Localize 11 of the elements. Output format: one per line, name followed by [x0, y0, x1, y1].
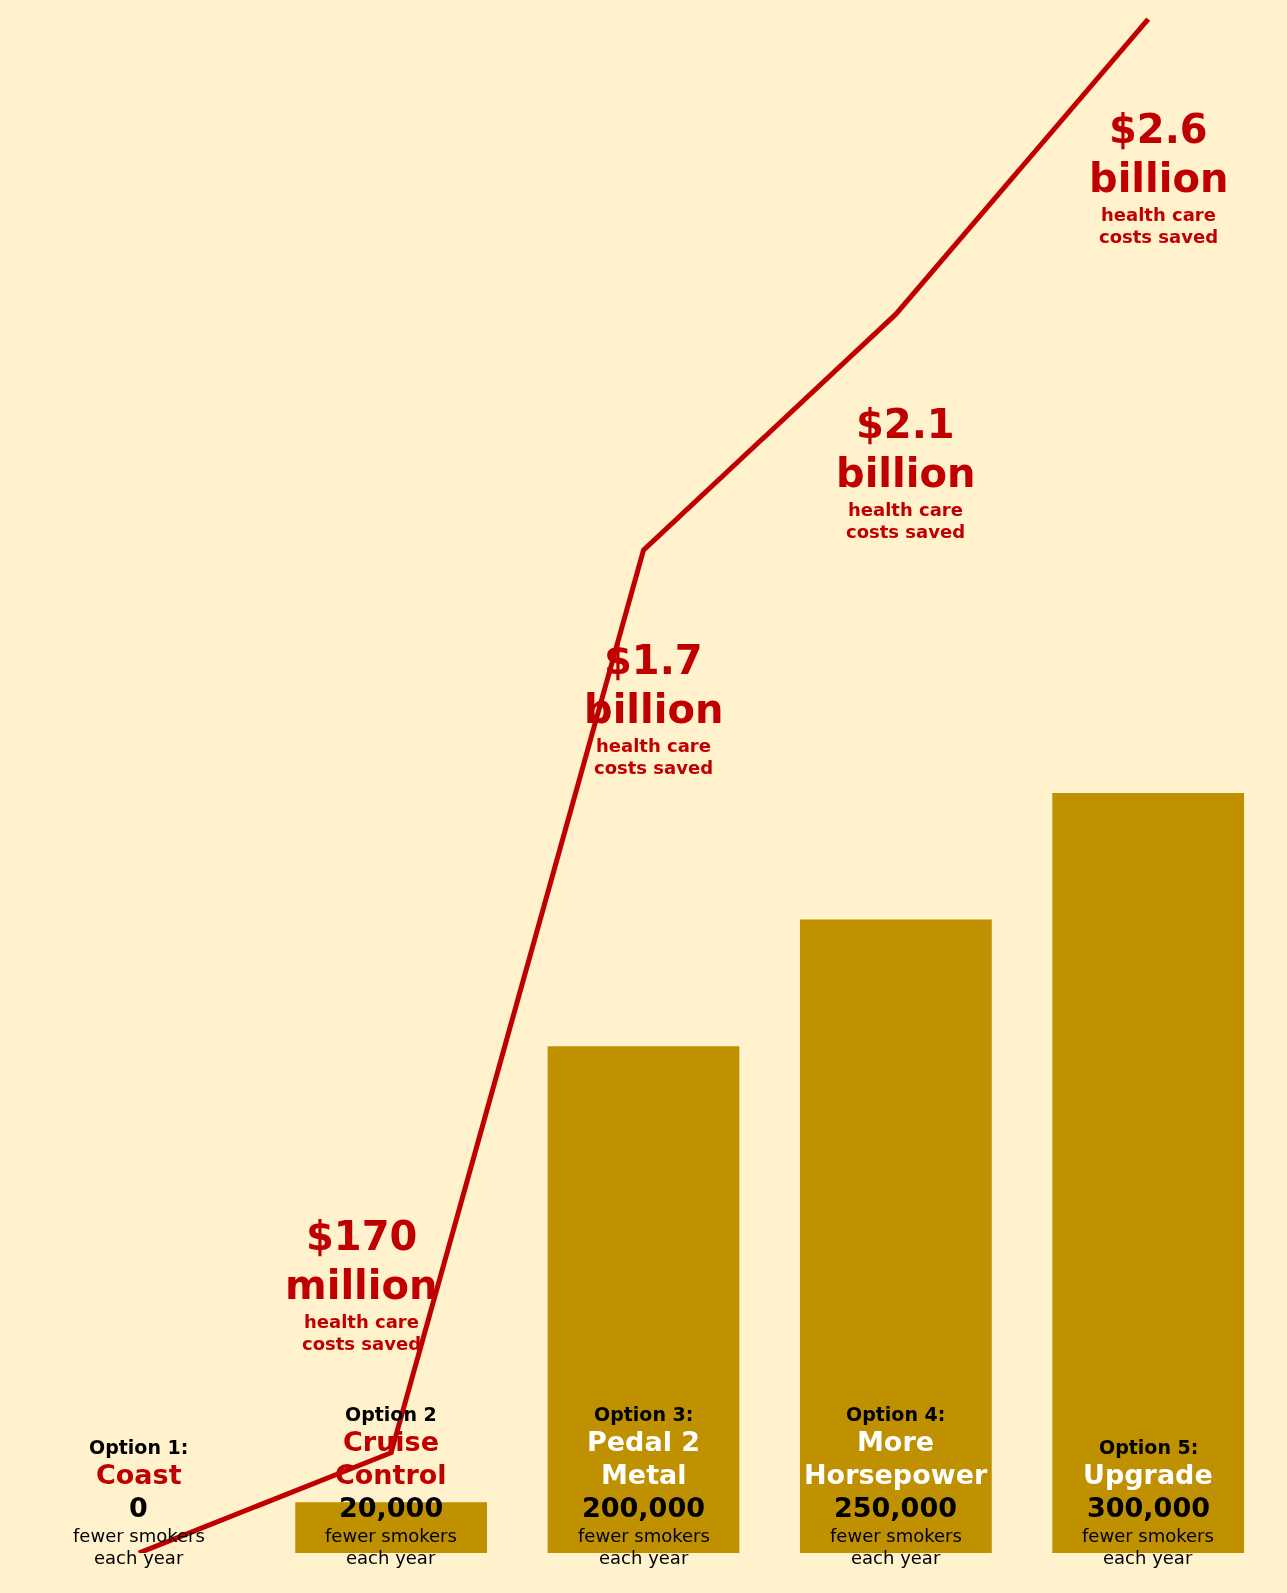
data-label: 300,000 fewer smokers each year [1082, 1492, 1214, 1568]
data-label: $2.1 billion health care costs saved [836, 401, 976, 542]
data-label: $2.6 billion health care costs saved [1089, 106, 1229, 247]
data-label: 20,000 fewer smokers each year [325, 1492, 457, 1568]
data-label: 200,000 fewer smokers each year [578, 1492, 710, 1568]
data-label: $170 million health care costs saved [285, 1213, 438, 1354]
x-tick-label: Option 4: More Horsepower [804, 1403, 988, 1490]
x-tick-label: Option 3: Pedal 2 Metal [587, 1403, 701, 1490]
data-label: 250,000 fewer smokers each year [830, 1492, 962, 1568]
x-tick-label: Option 1: Coast [89, 1436, 189, 1490]
x-tick-label: Option 5: Upgrade [1083, 1436, 1213, 1490]
